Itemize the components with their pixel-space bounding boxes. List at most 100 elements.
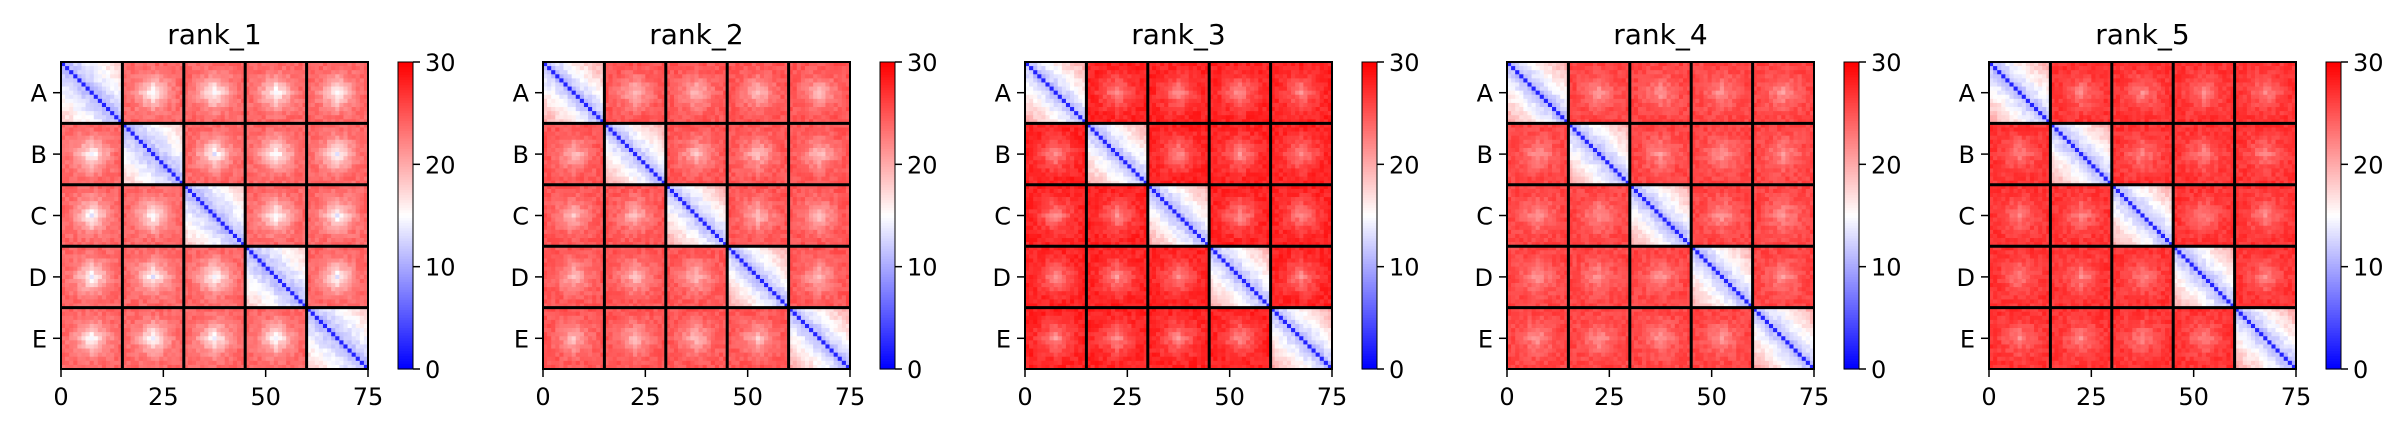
heatmap-cell [183,66,189,71]
heatmap-cell [204,229,209,235]
heatmap-cell [163,328,168,333]
heatmap-cell [241,303,246,308]
heatmap-cell [261,319,267,325]
heatmap-cell [302,78,307,83]
heatmap-cell [257,82,262,87]
heatmap-cell [257,266,262,272]
heatmap-cell [146,98,152,104]
heatmap-cell [306,254,312,259]
heatmap-cell [179,107,185,112]
heatmap-cell [167,74,172,79]
heatmap-cell [241,205,246,210]
heatmap-cell [228,143,234,149]
heatmap-cell [114,233,119,239]
heatmap-cell [347,176,352,182]
heatmap-cell [191,78,197,83]
heatmap-cell [134,303,140,308]
heatmap-cell [237,201,242,206]
heatmap-cell [191,283,197,288]
heatmap-cell [106,270,111,276]
heatmap-cell [187,266,193,272]
heatmap-cell [167,217,172,222]
heatmap-cell [73,262,78,268]
heatmap-cell [282,205,287,210]
heatmap-cell [327,115,332,120]
heatmap-cell [290,209,295,214]
heatmap-cell [85,152,91,157]
heatmap-cell [93,311,99,317]
heatmap-cell [179,283,185,288]
heatmap-cell [363,197,369,202]
heatmap-cell [163,217,168,222]
heatmap-cell [93,139,99,145]
heatmap-cell [138,205,144,210]
heatmap-cell [249,229,254,235]
heatmap-cell [302,156,307,161]
heatmap-cell [69,119,74,124]
heatmap-cell [122,143,127,149]
heatmap-cell [151,115,156,120]
heatmap-cell [249,278,254,284]
heatmap-cell [298,328,303,333]
heatmap-cell [114,111,119,116]
heatmap-cell [339,262,344,268]
heatmap-cell [249,156,254,161]
heatmap-cell [253,131,258,137]
heatmap-cell [65,156,70,161]
heatmap-cell [81,143,86,149]
heatmap-cell [245,291,250,296]
heatmap-cell [138,201,144,206]
heatmap-cell [77,197,82,202]
heatmap-cell [339,66,344,71]
heatmap-cell [310,254,316,259]
heatmap-cell [101,262,107,268]
heatmap-cell [167,131,172,137]
heatmap-cell [232,258,238,263]
heatmap-cell [138,86,144,92]
heatmap-cell [327,107,332,112]
heatmap-cell [220,62,226,67]
heatmap-cell [302,254,307,259]
heatmap-cell [65,197,70,202]
heatmap-cell [163,238,168,243]
heatmap-cell [220,233,226,239]
heatmap-cell [277,270,283,276]
heatmap-cell [351,242,357,247]
heatmap-cell [331,160,336,165]
heatmap-cell [327,311,332,317]
heatmap-cell [253,209,258,214]
heatmap-cell [331,287,336,292]
heatmap-cell [77,156,82,161]
heatmap-cell [269,127,275,132]
heatmap-cell [77,164,82,169]
heatmap-cell [347,131,352,137]
heatmap-cell [159,274,164,280]
heatmap-cell [241,98,246,104]
heatmap-cell [93,131,99,137]
heatmap-cell [306,180,312,186]
heatmap-cell [331,111,336,116]
heatmap-cell [69,205,74,210]
heatmap-cell [355,147,361,153]
heatmap-cell [232,135,238,141]
heatmap-cell [355,291,361,296]
heatmap-cell [138,98,144,104]
heatmap-cell [216,135,221,141]
heatmap-cell [93,270,99,276]
heatmap-cell [114,332,119,337]
heatmap-cell [77,266,82,272]
heatmap-cell [69,82,74,87]
heatmap-cell [216,229,221,235]
heatmap-cell [228,270,234,276]
heatmap-cell [191,319,197,325]
heatmap-cell [212,188,217,194]
heatmap-cell [232,209,238,214]
heatmap-cell [81,123,86,128]
heatmap-cell [130,254,136,259]
heatmap-cell [220,98,226,104]
heatmap-cell [191,90,197,96]
heatmap-cell [85,319,91,325]
heatmap-cell [146,152,152,157]
heatmap-cell [322,90,328,96]
heatmap-cell [93,184,99,190]
